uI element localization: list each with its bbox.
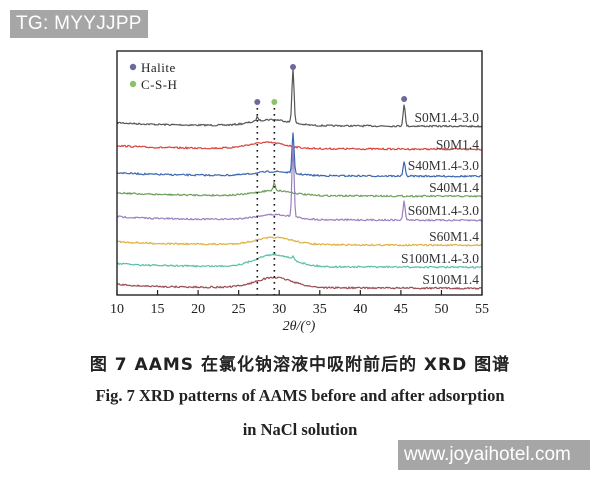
series-labels: S0M1.4-3.0 S0M1.4 S40M1.4-3.0 S40M1.4 S60M1.…: [401, 110, 479, 287]
csh-marker-icon: [271, 99, 278, 105]
trace-S40M1.4-3.0: [116, 132, 483, 178]
x-axis-label: 2θ/(°): [283, 319, 316, 334]
series-label: S60M1.4: [429, 229, 479, 244]
halite-marker-icon: [254, 99, 261, 105]
x-tick-label: 10: [110, 302, 124, 317]
phase-markers: [254, 64, 408, 105]
trace-S0M1.4-3.0: [116, 68, 483, 128]
series-label: S40M1.4: [429, 180, 479, 195]
x-tick-label: 45: [394, 302, 408, 317]
x-tick-label: 40: [353, 302, 367, 317]
trace-S100M1.4: [116, 276, 483, 290]
series-label: S100M1.4-3.0: [401, 251, 479, 266]
x-tick-label: 25: [232, 302, 246, 317]
watermark-bottom-right: www.joyaihotel.com: [398, 440, 590, 470]
trace-S60M1.4-3.0: [117, 144, 483, 222]
series-label: S0M1.4: [436, 137, 479, 152]
x-tick-label: 30: [272, 302, 286, 317]
trace-S100M1.4-3.0: [116, 252, 483, 269]
trace-S0M1.4: [116, 141, 483, 151]
halite-marker-icon: [401, 96, 408, 102]
x-axis-ticks: 10 15 20 25 30 35 40 45 50 55: [110, 290, 489, 317]
reference-dotted-lines: [256, 108, 276, 295]
series-label: S60M1.4-3.0: [408, 203, 480, 218]
x-tick-label: 20: [191, 302, 205, 317]
legend-halite: Halite: [141, 60, 176, 75]
trace-S40M1.4: [116, 181, 483, 198]
x-tick-label: 50: [434, 302, 448, 317]
legend: Halite C-S-H: [129, 60, 177, 92]
watermark-top-left: TG: MYYJJPP: [10, 10, 148, 38]
series-label: S40M1.4-3.0: [408, 158, 480, 173]
legend-csh: C-S-H: [141, 77, 177, 92]
trace-S60M1.4: [116, 236, 483, 247]
caption-english-line2: in NaCl solution: [242, 420, 358, 439]
caption-english-line1: Fig. 7 XRD patterns of AAMS before and a…: [95, 386, 505, 405]
series-label: S100M1.4: [422, 272, 479, 287]
halite-marker-icon: [290, 64, 297, 70]
plot-frame: [116, 50, 483, 296]
csh-marker-icon: [129, 80, 137, 88]
halite-marker-icon: [129, 63, 137, 71]
caption-chinese: 图 7 AAMS 在氯化钠溶液中吸附前后的 XRD 图谱: [89, 355, 511, 375]
x-tick-label: 55: [475, 302, 489, 317]
xrd-traces: [116, 68, 483, 290]
series-label: S0M1.4-3.0: [414, 110, 479, 125]
x-tick-label: 35: [313, 302, 327, 317]
x-tick-label: 15: [151, 302, 165, 317]
xrd-chart: 10 15 20 25 30 35 40 45 50 55 S0M1.4-3.0 S0M1.4 S40…: [110, 50, 489, 334]
